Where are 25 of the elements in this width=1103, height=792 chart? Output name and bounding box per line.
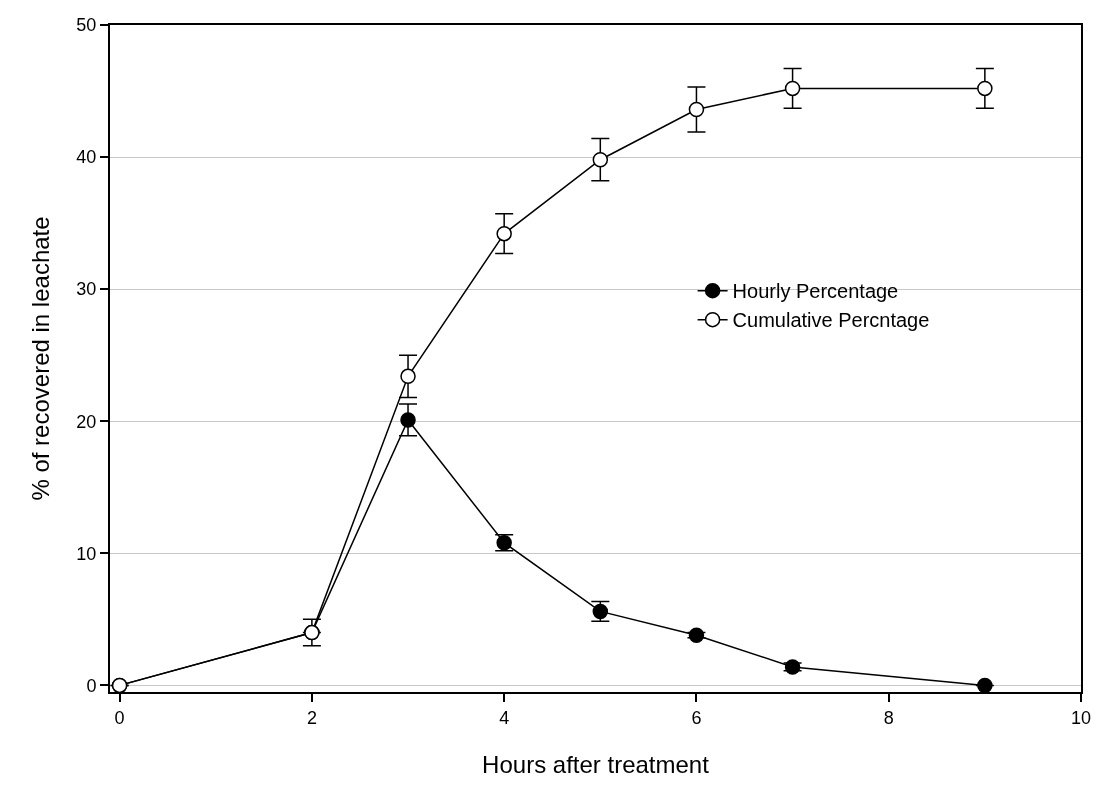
point: [784, 80, 801, 97]
x-tick-label: 4: [499, 707, 510, 728]
legend-label: Cumulative Percntage: [732, 309, 930, 332]
y-tick-label: 40: [76, 147, 97, 168]
point: [688, 101, 705, 118]
x-tick-label: 6: [691, 707, 702, 728]
y-tick-label: 20: [76, 411, 97, 432]
point: [977, 677, 993, 692]
point: [400, 368, 416, 385]
x-tick-label: 10: [1070, 707, 1092, 728]
y-tick-label: 30: [76, 279, 97, 300]
x-axis-title: Hours after treatment: [482, 751, 710, 779]
y-tick-label: 10: [76, 543, 97, 564]
x-tick-label: 2: [306, 707, 317, 728]
point: [977, 80, 993, 97]
y-tick-label: 50: [76, 15, 97, 36]
point: [400, 412, 416, 428]
x-tick-label: 0: [114, 707, 125, 728]
point: [496, 225, 512, 242]
y-tick-label: 0: [86, 675, 97, 696]
point: [688, 627, 705, 643]
legend-label: Hourly Percentage: [732, 280, 899, 303]
y-axis-title: % of recovered in leachate: [26, 216, 54, 501]
point: [592, 151, 609, 168]
x-tick-label: 8: [883, 707, 894, 728]
